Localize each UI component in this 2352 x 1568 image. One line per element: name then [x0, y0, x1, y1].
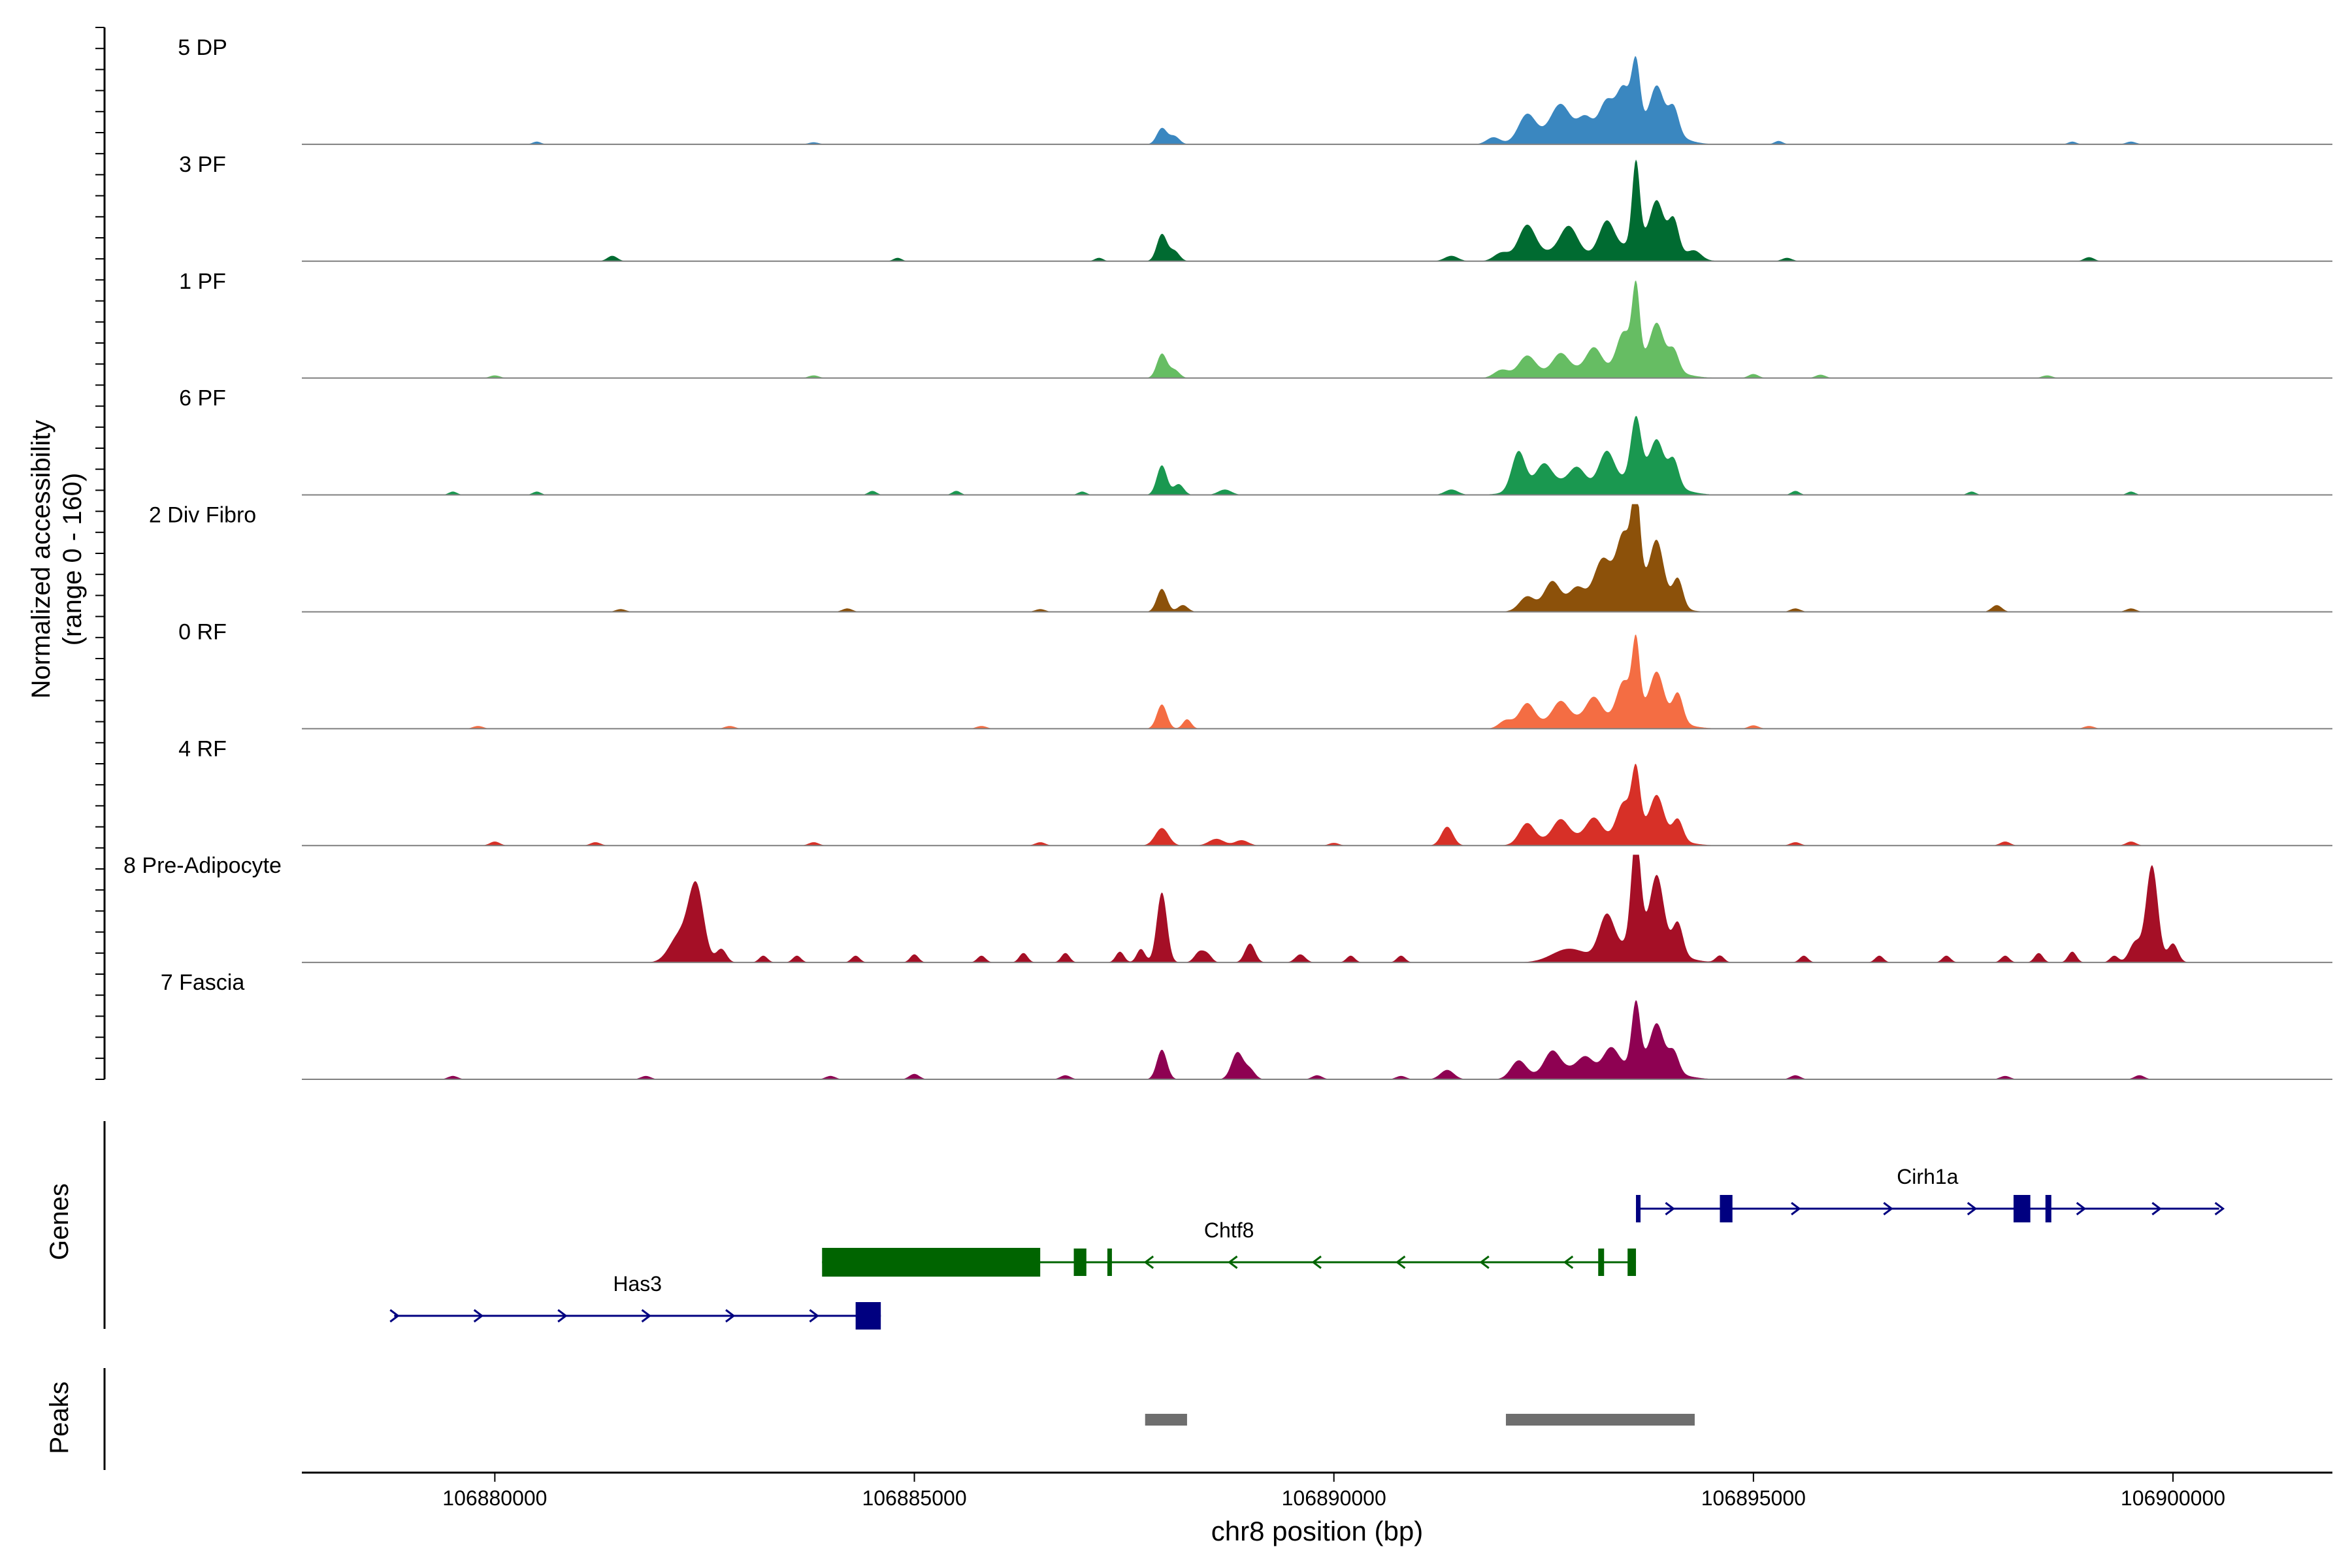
track-area-3	[302, 416, 2332, 495]
track-label-2: 1 PF	[179, 269, 226, 294]
gene-strand-arrow-Chtf8-0	[1143, 1255, 1154, 1269]
x-tick-label-0: 106880000	[442, 1486, 547, 1510]
gene-strand-arrow-Has3-1	[473, 1309, 484, 1323]
gene-strand-arrow-Cirh1a-4	[2076, 1201, 2087, 1216]
gene-strand-arrow-Cirh1a-6	[2214, 1201, 2225, 1216]
y-axis-label: Normalized accessibility	[27, 420, 56, 699]
gene-exon-Chtf8-0	[822, 1248, 1041, 1277]
gene-strand-arrow-Has3-4	[725, 1309, 736, 1323]
gene-exon-Cirh1a-0	[1636, 1195, 1641, 1222]
gene-label-Chtf8: Chtf8	[1204, 1218, 1254, 1242]
track-label-3: 6 PF	[179, 386, 226, 411]
peak-regions-panel	[1145, 1414, 1695, 1426]
gene-label-Cirh1a: Cirh1a	[1897, 1165, 1958, 1188]
track-area-5	[302, 634, 2332, 729]
peak-region-0	[1145, 1414, 1187, 1426]
gene-exon-Has3-0	[855, 1302, 881, 1330]
x-axis-label: chr8 position (bp)	[1211, 1516, 1424, 1546]
gene-exon-Chtf8-1	[1073, 1249, 1086, 1276]
gene-annotation-panel: Cirh1a Chtf8 Has3	[389, 1165, 2225, 1330]
gene-strand-arrow-Cirh1a-2	[1883, 1201, 1893, 1216]
gene-exon-Cirh1a-2	[2013, 1195, 2031, 1222]
gene-strand-arrow-Chtf8-3	[1395, 1255, 1406, 1269]
gene-strand-arrow-Chtf8-2	[1311, 1255, 1322, 1269]
gene-label-Has3: Has3	[613, 1272, 662, 1296]
gene-strand-arrow-Has3-0	[389, 1309, 400, 1323]
y-axis-label-range: (range 0 - 160)	[58, 473, 87, 646]
gene-strand-arrow-Cirh1a-3	[1967, 1201, 1978, 1216]
gene-strand-arrow-Cirh1a-5	[2151, 1201, 2162, 1216]
track-area-6	[302, 764, 2332, 846]
peaks-panel-label: Peaks	[45, 1381, 74, 1454]
x-axis: 106880000 106885000 106890000 106895000 1069…	[302, 1471, 2332, 1546]
gene-strand-arrow-Chtf8-1	[1228, 1255, 1238, 1269]
track-area-7	[302, 855, 2332, 963]
gene-exon-Chtf8-3	[1598, 1249, 1605, 1276]
peak-region-1	[1505, 1414, 1695, 1426]
gene-strand-arrow-Has3-2	[557, 1309, 568, 1323]
track-label-6: 4 RF	[178, 736, 227, 761]
y-axes: Normalized accessibility (range 0 - 160)…	[27, 27, 106, 1470]
gene-strand-arrow-Has3-5	[809, 1309, 819, 1323]
gene-exon-Cirh1a-3	[2045, 1195, 2051, 1222]
x-tick-label-1: 106885000	[862, 1486, 966, 1510]
gene-strand-arrow-Chtf8-5	[1563, 1255, 1574, 1269]
track-label-8: 7 Fascia	[161, 970, 245, 995]
track-label-0: 5 DP	[178, 35, 227, 60]
track-label-5: 0 RF	[178, 619, 227, 644]
track-label-1: 3 PF	[179, 152, 226, 177]
gene-exon-Chtf8-2	[1107, 1249, 1112, 1276]
track-area-0	[302, 56, 2332, 144]
track-area-8	[302, 1000, 2332, 1079]
gene-exon-Chtf8-4	[1627, 1249, 1637, 1276]
gene-strand-arrow-Has3-3	[641, 1309, 652, 1323]
track-label-4: 2 Div Fibro	[149, 503, 256, 528]
coverage-tracks: 5 DP 3 PF 1 PF 6 PF 2 Div Fibro 0 RF 4 RF 8 Pre…	[123, 35, 2332, 1080]
gene-strand-arrow-Chtf8-4	[1479, 1255, 1490, 1269]
track-area-2	[302, 280, 2332, 378]
x-tick-label-3: 106895000	[1701, 1486, 1806, 1510]
x-tick-label-4: 106900000	[2121, 1486, 2225, 1510]
gene-strand-arrow-Cirh1a-0	[1665, 1201, 1675, 1216]
gene-exon-Cirh1a-1	[1720, 1195, 1733, 1222]
x-tick-label-2: 106890000	[1282, 1486, 1386, 1510]
gene-strand-arrow-Cirh1a-1	[1791, 1201, 1801, 1216]
track-label-7: 8 Pre-Adipocyte	[123, 853, 282, 878]
track-area-1	[302, 159, 2332, 261]
genes-panel-label: Genes	[45, 1183, 74, 1260]
track-area-4	[302, 504, 2332, 612]
